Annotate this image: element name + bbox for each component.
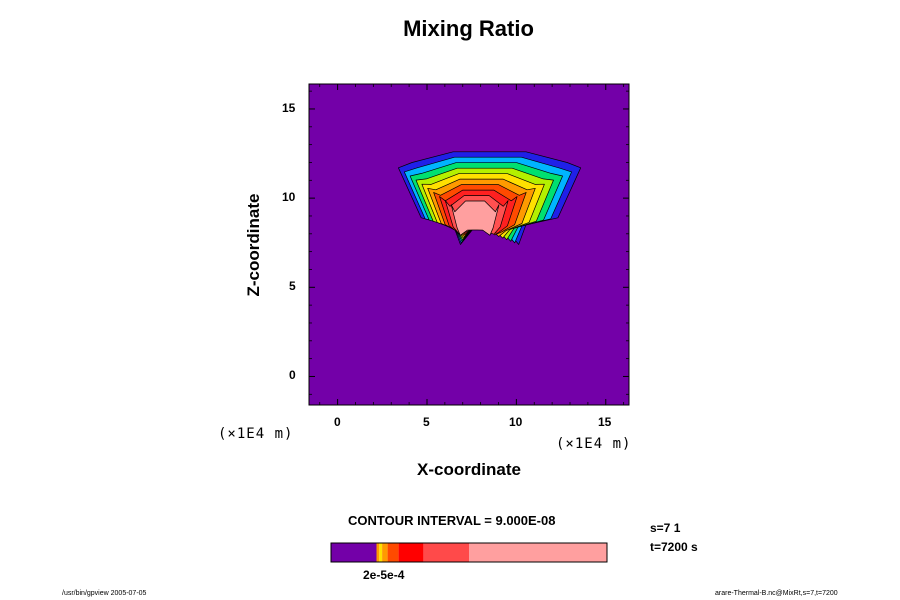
x-tick-label-10: 10 <box>509 415 523 429</box>
colorbar-segment-3 <box>382 543 388 562</box>
x-tick-label-15: 15 <box>598 415 612 429</box>
footer-left: /usr/bin/gpview 2005-07-05 <box>62 590 147 597</box>
colorbar-tick-label: 2e-5e-4 <box>363 568 405 582</box>
colorbar-segment-2 <box>379 543 383 562</box>
colorbar-segment-0 <box>331 543 377 562</box>
plot-frame <box>308 83 630 406</box>
y-axis-label: Z-coordinate <box>244 193 263 297</box>
y-tick-label-0: 0 <box>289 368 296 382</box>
x-axis-label: X-coordinate <box>417 460 521 479</box>
colorbar-segment-1 <box>376 543 380 562</box>
colorbar <box>330 542 608 563</box>
y-tick-label-15: 15 <box>282 101 296 115</box>
footer-right: arare-Thermal-B.nc@MixRt,s=7,t=7200 <box>715 590 838 597</box>
colorbar-segment-6 <box>423 543 469 562</box>
chart-title: Mixing Ratio <box>403 16 534 41</box>
x-tick-label-5: 5 <box>423 415 430 429</box>
colorbar-frame <box>330 542 608 563</box>
y-tick-label-5: 5 <box>289 279 296 293</box>
contour-fill-group <box>398 151 582 245</box>
contour-level-10 <box>450 200 500 236</box>
colorbar-segment-4 <box>387 543 399 562</box>
y-axis-unit: (×1E4 m) <box>218 426 294 442</box>
contour-interval-label: CONTOUR INTERVAL = 9.000E-08 <box>348 513 556 528</box>
x-axis-unit: (×1E4 m) <box>556 436 632 452</box>
colorbar-segment-5 <box>398 543 424 562</box>
axis-ticks <box>309 84 629 405</box>
y-tick-label-10: 10 <box>282 190 296 204</box>
plot-area <box>309 84 629 405</box>
t-label: t=7200 s <box>650 540 698 554</box>
x-tick-label-0: 0 <box>334 415 341 429</box>
s-label: s=7 1 <box>650 521 681 535</box>
colorbar-segment-7 <box>469 543 607 562</box>
